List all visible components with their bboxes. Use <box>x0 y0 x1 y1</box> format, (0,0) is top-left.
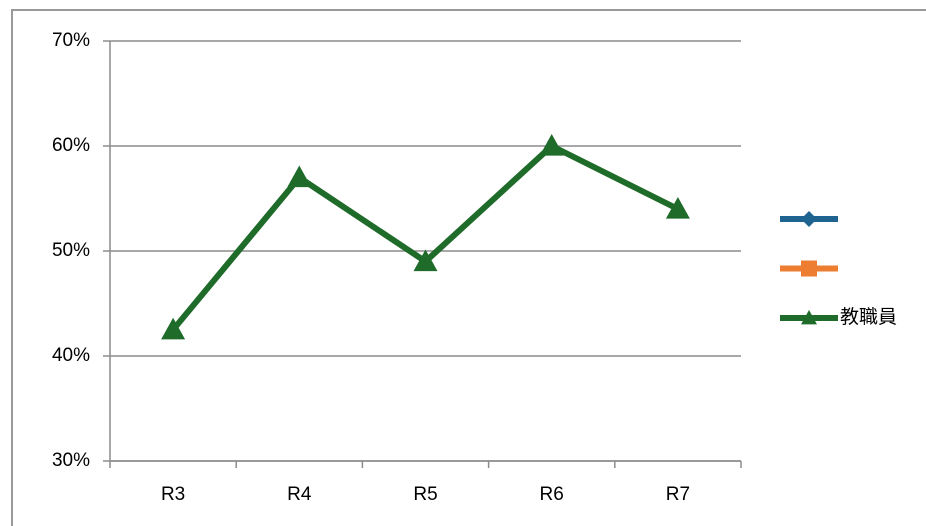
y-tick-label: 40% <box>52 345 90 366</box>
marker <box>287 165 312 188</box>
x-tick-label: R3 <box>161 484 185 505</box>
x-tick-label: R6 <box>540 484 564 505</box>
x-tick-label: R5 <box>413 484 437 505</box>
legend-marker <box>801 310 817 325</box>
marker <box>161 317 186 340</box>
legend-label: 教職員 <box>840 306 897 328</box>
y-tick-label: 50% <box>52 240 90 261</box>
x-tick-label: R4 <box>287 484 312 505</box>
chart-border <box>11 9 926 526</box>
series-line <box>170 143 680 332</box>
marker <box>539 134 564 156</box>
y-tick-label: 60% <box>52 135 90 156</box>
y-tick-label: 30% <box>52 450 90 471</box>
legend-marker <box>801 260 817 277</box>
legend-marker <box>801 211 817 227</box>
x-tick-label: R7 <box>666 484 690 505</box>
y-tick-label: 70% <box>52 30 90 51</box>
marker <box>665 197 690 219</box>
marker <box>413 249 438 272</box>
